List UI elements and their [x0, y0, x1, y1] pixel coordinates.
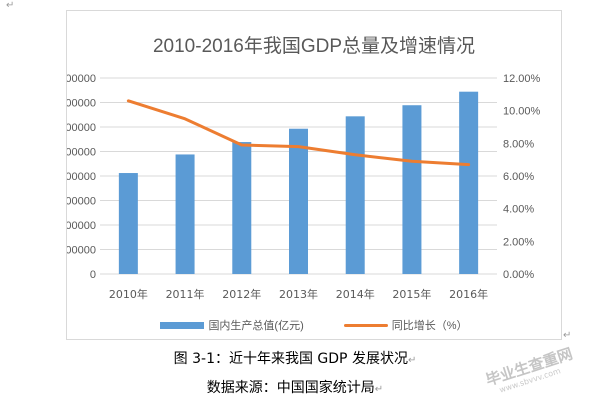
chart-plot-area: 0 100000 200000 300000 400000 500000 600000 700… [67, 73, 541, 301]
line-point-growth [411, 160, 413, 162]
paragraph-mark: ↵ [563, 330, 572, 341]
line-point-growth [354, 154, 356, 156]
chart-title: 2010-2016年我国GDP总量及增速情况 [152, 36, 476, 57]
legend-item-growth: 同比增长（%） [343, 317, 468, 333]
line-point-growth [468, 164, 470, 166]
line-point-growth [241, 144, 243, 146]
y-right-tick-label: 0.00% [503, 269, 534, 281]
y-right-tick-label: 6.00% [503, 171, 534, 183]
y-right-tick-label: 10.00% [503, 106, 541, 118]
line-point-growth [184, 118, 186, 120]
legend-item-gdp: 国内生产总值(亿元) [160, 317, 304, 333]
chart-frame: 2010-2016年我国GDP总量及增速情况 0 100000 200000 3000… [66, 10, 562, 340]
y-left-tick-label: 0 [90, 269, 96, 281]
legend-label-gdp: 国内生产总值(亿元) [208, 320, 304, 332]
paragraph-mark: ↵ [374, 384, 384, 395]
bar-gdp [175, 154, 195, 274]
x-tick-label: 2010年 [109, 287, 148, 301]
bar-gdp [402, 105, 422, 274]
bar-gdp [289, 128, 308, 274]
legend-label-growth: 同比增长（%） [391, 320, 468, 332]
legend-swatch-line [343, 323, 388, 327]
y-left-tick-label: 800000 [67, 73, 96, 85]
y-left-tick-label: 500000 [67, 147, 96, 159]
line-point-growth [298, 146, 299, 148]
line-point-growth [127, 100, 129, 102]
y-left-tick-label: 300000 [67, 196, 96, 208]
y-left-tick-label: 200000 [67, 220, 96, 232]
x-tick-label: 2014年 [336, 287, 375, 301]
y-right-tick-label: 8.00% [503, 138, 534, 150]
legend-swatch-bar [160, 321, 205, 329]
bar-gdp [345, 116, 365, 275]
x-tick-label: 2012年 [222, 287, 261, 301]
bar-gdp [459, 91, 479, 274]
y-left-tick-label: 700000 [67, 98, 96, 110]
x-tick-label: 2013年 [279, 287, 318, 301]
bar-gdp [118, 173, 138, 274]
chart-legend: 国内生产总值(亿元) 同比增长（%） [67, 317, 561, 333]
y-right-tick-label: 12.00% [503, 73, 541, 85]
y-left-tick-label: 400000 [67, 171, 96, 183]
x-tick-label: 2016年 [449, 287, 488, 301]
figure-caption: 图 3-1：近十年来我国 GDP 发展状况↵ [0, 348, 590, 368]
source-caption-text: 数据来源：中国国家统计局 [206, 380, 375, 396]
y-right-tick-label: 4.00% [503, 204, 534, 216]
y-left-tick-label: 600000 [67, 122, 96, 134]
paragraph-mark: ↵ [6, 0, 15, 11]
source-caption: 数据来源：中国国家统计局↵ [0, 377, 590, 397]
y-right-tick-label: 2.00% [503, 236, 534, 248]
bar-gdp [232, 142, 252, 274]
y-left-tick-label: 100000 [67, 245, 96, 257]
x-tick-label: 2011年 [166, 287, 205, 301]
figure-caption-text: 图 3-1：近十年来我国 GDP 发展状况 [173, 351, 408, 367]
x-tick-label: 2015年 [392, 287, 431, 301]
paragraph-mark: ↵ [407, 355, 417, 366]
